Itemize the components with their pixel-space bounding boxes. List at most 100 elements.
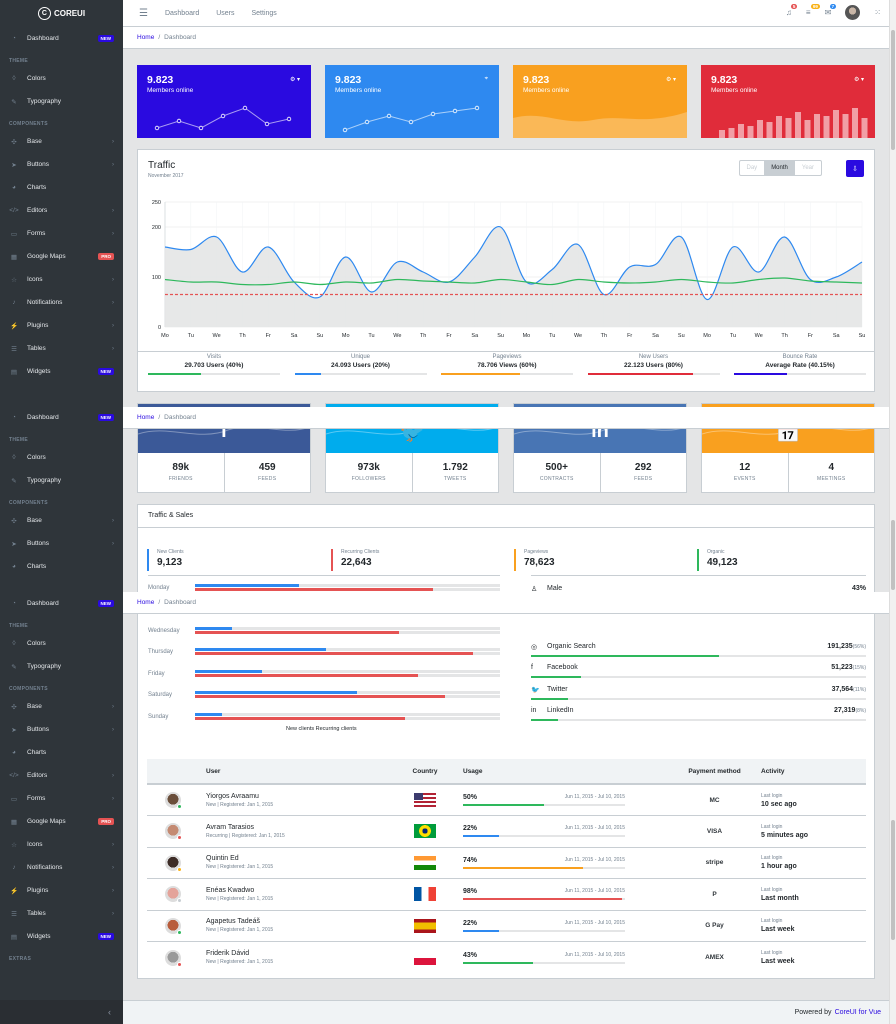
- breadcrumb-current: Dashboard: [164, 414, 196, 421]
- stat-sparkline: [154, 105, 292, 131]
- sidebar-item-editors[interactable]: </> Editors ›: [0, 764, 123, 787]
- settings-dropdown-icon[interactable]: ⚙ ▾: [289, 77, 300, 83]
- sidebar-item-colors[interactable]: ◊ Colors: [0, 632, 123, 655]
- sidebar-item-google-maps[interactable]: ▦ Google Maps PRO: [0, 245, 123, 268]
- stat-label: Members online: [335, 87, 382, 94]
- sidebar-item-notifications[interactable]: ♪ Notifications ›: [0, 291, 123, 314]
- sidebar-item-tables[interactable]: ☰ Tables ›: [0, 902, 123, 925]
- sidebar-item-base[interactable]: ✣ Base ›: [0, 695, 123, 718]
- sparkline-bar: [852, 108, 858, 138]
- header-nav-dashboard[interactable]: Dashboard: [164, 9, 200, 17]
- status-dot: [177, 961, 182, 967]
- sidebar-item-icons[interactable]: ☆ Icons ›: [0, 268, 123, 291]
- breadcrumb-home[interactable]: Home: [137, 414, 155, 421]
- sidebar-item-charts[interactable]: ◕ Charts: [0, 176, 123, 199]
- location-pin-icon[interactable]: ✉ 7: [824, 4, 837, 17]
- sidebar-item-charts[interactable]: ◕ Charts: [0, 555, 123, 578]
- sidebar-item-forms[interactable]: ▭ Forms ›: [0, 787, 123, 810]
- sidebar-item-typography[interactable]: ✎ Typography: [0, 90, 123, 113]
- apps-grid-icon[interactable]: ⁙: [874, 8, 881, 17]
- callout-value: 78,623: [524, 557, 555, 568]
- status-dot: [177, 804, 182, 809]
- traffic-stat-title: New Users: [638, 354, 669, 360]
- page-scrollbar[interactable]: [889, 0, 896, 1024]
- avatar: [165, 917, 182, 935]
- list-icon[interactable]: ≡ 99: [805, 4, 820, 17]
- bell-icon[interactable]: ♫ 5: [785, 4, 798, 17]
- sidebar-item-tables[interactable]: ☰ Tables ›: [0, 337, 123, 360]
- x-tick-label: Mo: [523, 333, 531, 339]
- chevron-right-icon: ›: [112, 322, 114, 329]
- table-row[interactable]: Quintin Ed New | Registered: Jan 1, 2015 7…: [147, 846, 866, 879]
- sidebar-item-dashboard[interactable]: ◔ Dashboard NEW: [0, 406, 123, 429]
- sidebar-item-plugins[interactable]: ⚡ Plugins ›: [0, 314, 123, 337]
- table-row[interactable]: Yiorgos Avraamu New | Registered: Jan 1, …: [147, 783, 866, 816]
- settings-dropdown-icon[interactable]: ⚙ ▾: [665, 77, 676, 83]
- sparkline-point: [474, 105, 480, 111]
- settings-dropdown-icon[interactable]: ⚙ ▾: [853, 77, 864, 83]
- sidebar-item-label: Icons: [27, 276, 43, 283]
- sidebar-item-widgets[interactable]: ▤ Widgets NEW: [0, 925, 123, 948]
- chevron-right-icon: ›: [112, 540, 114, 547]
- sidebar-item-dashboard[interactable]: ◔ Dashboard NEW: [0, 27, 123, 50]
- sidebar-item-typography[interactable]: ✎ Typography: [0, 655, 123, 678]
- sidebar-item-buttons[interactable]: ➤ Buttons ›: [0, 153, 123, 176]
- scrollbar-thumb[interactable]: [891, 820, 895, 940]
- header-nav-users[interactable]: Users: [216, 9, 235, 17]
- sidebar-item-dashboard[interactable]: ◔ Dashboard NEW: [0, 592, 123, 615]
- callout: Organic 49,123: [697, 549, 738, 571]
- download-button[interactable]: ⇩: [846, 160, 864, 177]
- sidebar-item-google-maps[interactable]: ▦ Google Maps PRO: [0, 810, 123, 833]
- speedometer-icon: ◔: [12, 35, 16, 42]
- sidebar-item-charts[interactable]: ◕ Charts: [0, 741, 123, 764]
- sparkline-bar: [833, 110, 839, 138]
- range-day-button[interactable]: Day: [746, 165, 758, 171]
- sidebar-item-base[interactable]: ✣ Base ›: [0, 509, 123, 532]
- sidebar-item-buttons[interactable]: ➤ Buttons ›: [0, 718, 123, 741]
- range-year-button[interactable]: Year: [801, 165, 814, 171]
- sidebar-item-plugins[interactable]: ⚡ Plugins ›: [0, 879, 123, 902]
- table-row[interactable]: Enéas Kwadwo New | Registered: Jan 1, 201…: [147, 878, 866, 910]
- location-pin-icon[interactable]: ⌖: [484, 76, 488, 82]
- puzzle-icon: ✣: [11, 138, 17, 146]
- user-name: Quintin Ed: [206, 855, 239, 863]
- sidebar-item-forms[interactable]: ▭ Forms ›: [0, 222, 123, 245]
- sidebar-item-buttons[interactable]: ➤ Buttons ›: [0, 532, 123, 555]
- chevron-left-icon: ‹: [108, 1007, 111, 1017]
- column-header-usage[interactable]: Usage: [463, 759, 668, 785]
- brand-logo[interactable]: C COREUI: [0, 0, 123, 27]
- sidebar-minimizer[interactable]: ‹: [0, 1000, 123, 1024]
- sidebar-item-icons[interactable]: ☆ Icons ›: [0, 833, 123, 856]
- traffic-stat-value: 78.706 Views (60%): [477, 362, 537, 369]
- header-nav-settings[interactable]: Settings: [251, 9, 277, 17]
- sidebar-item-widgets[interactable]: ▤ Widgets NEW: [0, 360, 123, 383]
- footer-link[interactable]: CoreUI for Vue: [834, 1009, 881, 1016]
- activity-label: Last login: [761, 950, 783, 956]
- column-header-payment[interactable]: Payment method: [668, 759, 761, 785]
- social-stat-label: EVENTS: [733, 476, 756, 482]
- hamburger-menu-icon[interactable]: ☰: [139, 7, 148, 19]
- sidebar-item-notifications[interactable]: ♪ Notifications ›: [0, 856, 123, 879]
- scrollbar-thumb[interactable]: [891, 520, 895, 590]
- scrollbar-thumb[interactable]: [891, 30, 895, 150]
- status-dot: [177, 929, 182, 935]
- breadcrumb-home[interactable]: Home: [137, 599, 155, 606]
- sidebar-item-colors[interactable]: ◊ Colors: [0, 67, 123, 90]
- user-avatar[interactable]: [845, 5, 861, 20]
- sparkline-point: [408, 119, 414, 125]
- user-meta: New | Registered: Jan 1, 2015: [206, 864, 274, 871]
- sidebar-item-editors[interactable]: </> Editors ›: [0, 199, 123, 222]
- column-header-user[interactable]: User: [206, 759, 387, 785]
- table-row[interactable]: Avram Tarasios Recurring | Registered: Ja…: [147, 815, 866, 847]
- sidebar-item-typography[interactable]: ✎ Typography: [0, 469, 123, 492]
- table-row[interactable]: Friderik Dávid New | Registered: Jan 1, 2…: [147, 941, 866, 973]
- column-header-country[interactable]: Country: [387, 759, 463, 785]
- chevron-right-icon: ›: [112, 230, 114, 237]
- sidebar-item-colors[interactable]: ◊ Colors: [0, 446, 123, 469]
- table-row[interactable]: Agapetus Tadeáš New | Registered: Jan 1, …: [147, 909, 866, 942]
- x-tick-label: Th: [420, 333, 426, 339]
- range-month-button[interactable]: Month: [764, 161, 795, 175]
- breadcrumb-home[interactable]: Home: [137, 34, 155, 41]
- sidebar-item-base[interactable]: ✣ Base ›: [0, 130, 123, 153]
- column-header-activity[interactable]: Activity: [761, 759, 866, 785]
